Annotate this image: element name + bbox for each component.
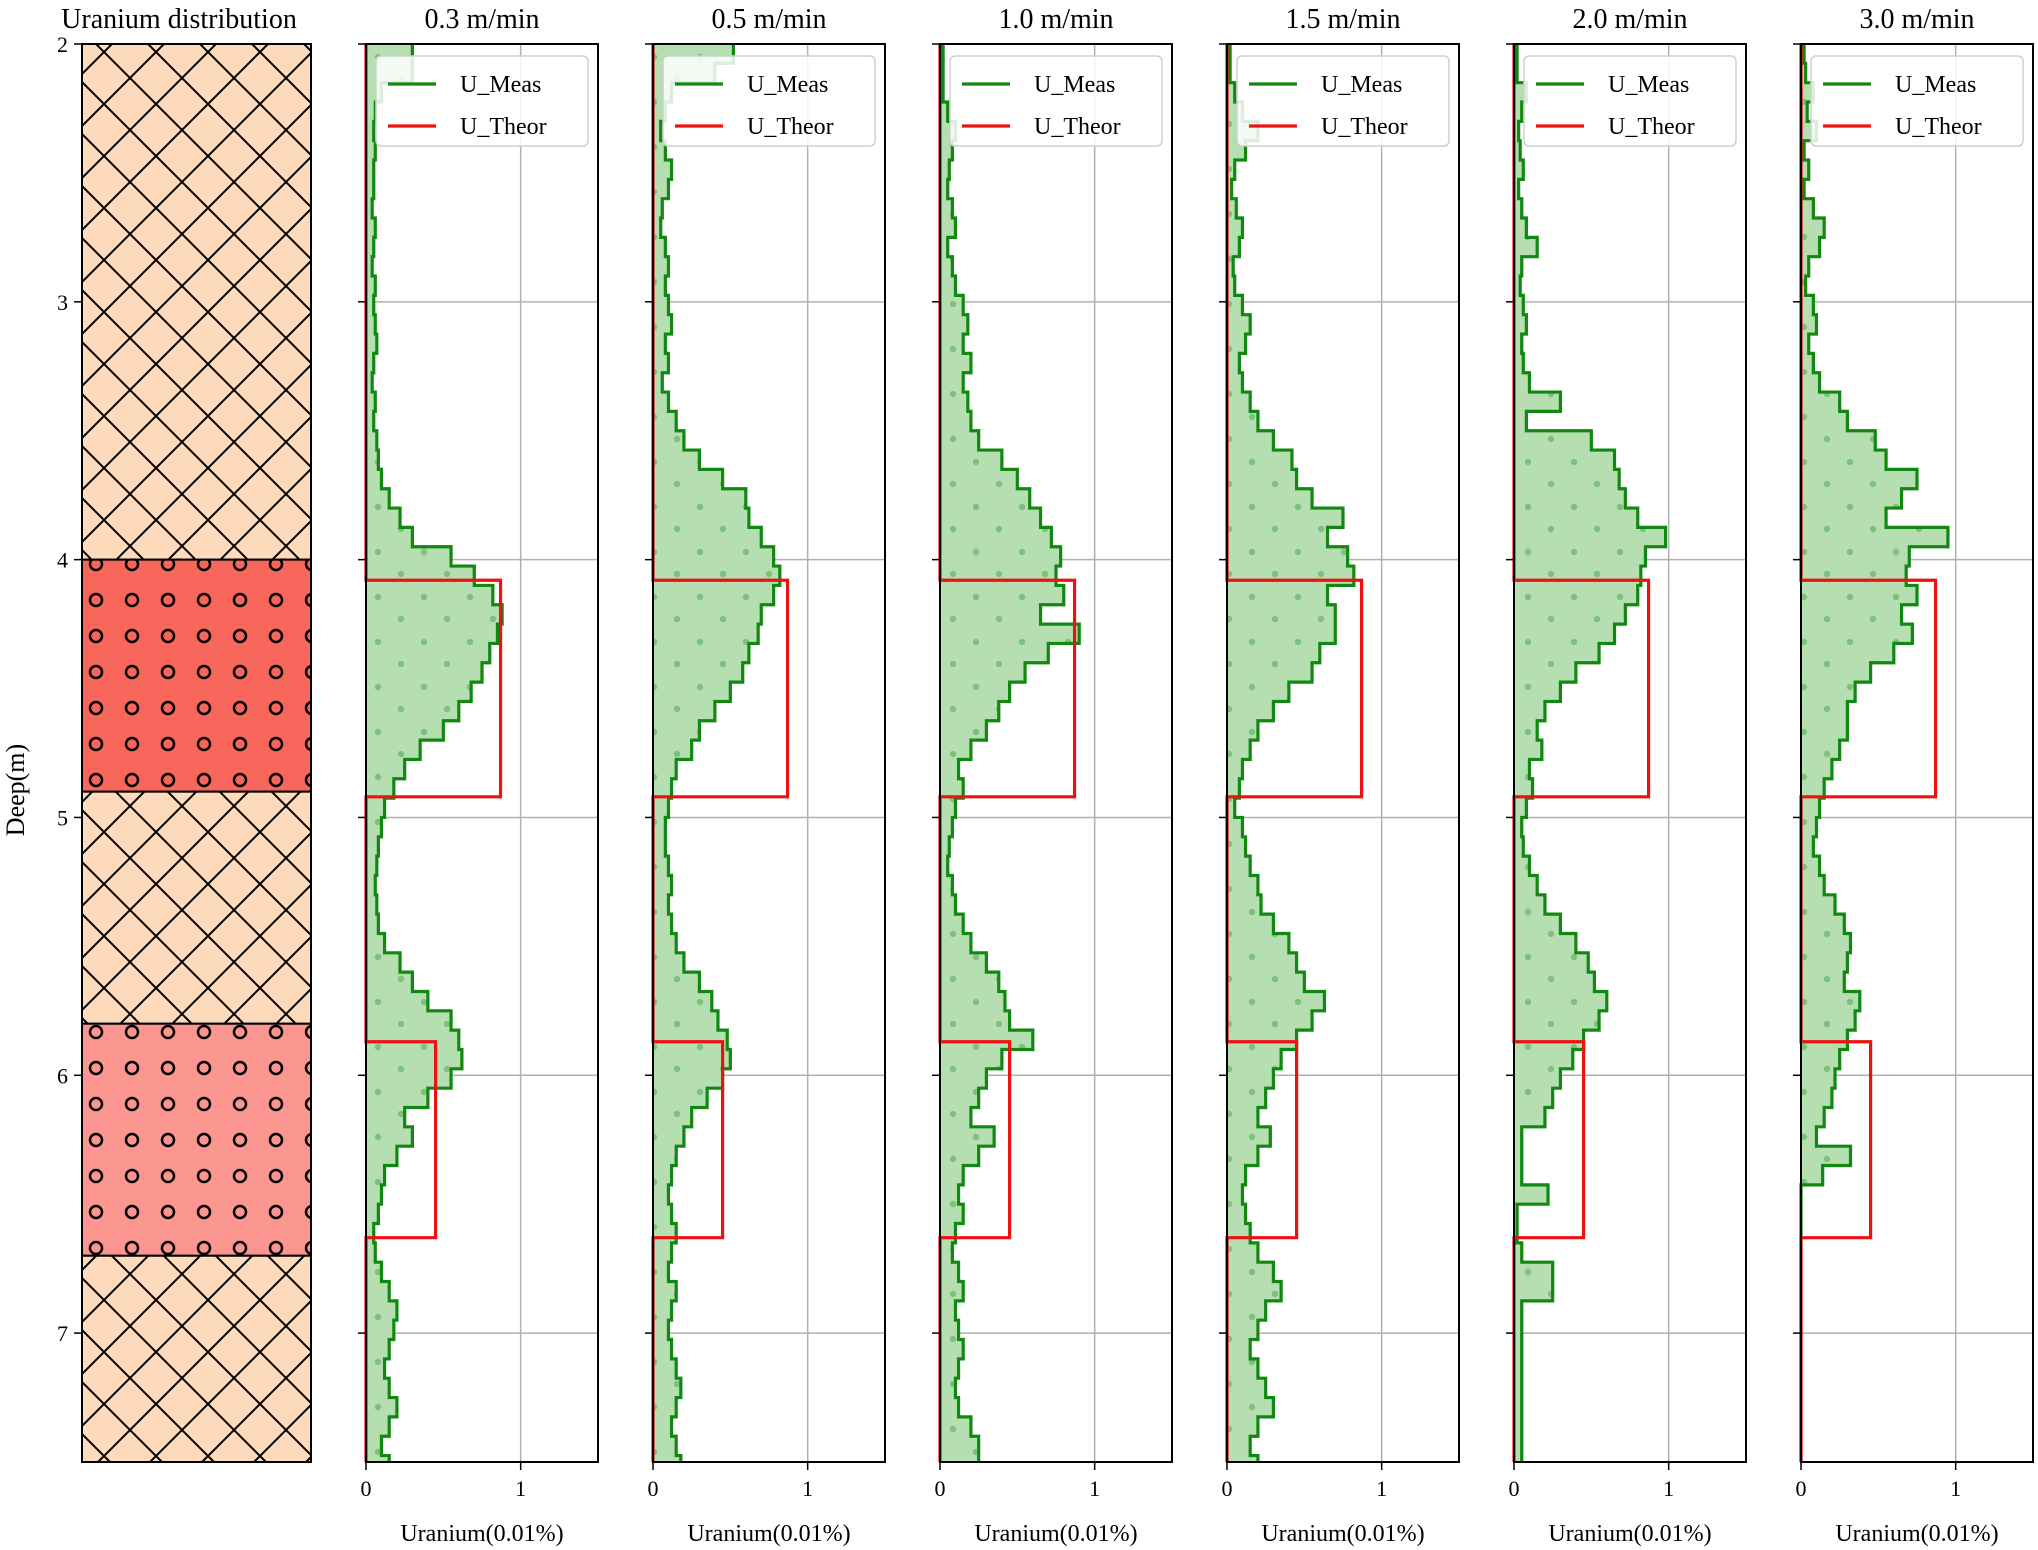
u-meas-line [1799,44,1950,1462]
panel-title: 2.0 m/min [1572,4,1687,35]
panel-title: 0.3 m/min [424,4,539,35]
legend: U_Meas U_Theor [662,55,876,147]
panel-title: 1.0 m/min [998,4,1113,35]
plot-frame [939,43,1173,1463]
legend-u-theor-label: U_Theor [1608,114,1695,140]
u-meas-line [1515,44,1668,1462]
legend-box [375,55,589,147]
legend-u-meas-label: U_Meas [1895,72,1976,98]
x-axis-label: Uranium(0.01%) [974,1521,1137,1547]
y-tick-label: 7 [57,1321,68,1346]
plot-frame [365,43,599,1463]
legend-box [1810,55,2024,147]
legend-box [1523,55,1737,147]
y-tick-label: 2 [57,32,68,57]
y-axis-label: Deep(m) [1,744,30,836]
layer-4-pattern [81,1254,312,1464]
x-tick-label: 1 [1089,1476,1100,1501]
x-tick-label: 1 [1376,1476,1387,1501]
x-axis-label: Uranium(0.01%) [400,1521,563,1547]
y-tick-label: 5 [57,805,68,830]
plot-frame [652,43,886,1463]
plot-background [940,44,1172,1462]
y-tick-label: 4 [57,548,68,573]
x-tick-label: 0 [1796,1476,1807,1501]
legend-u-theor-label: U_Theor [460,114,547,140]
legend: U_Meas U_Theor [1810,55,2024,147]
y-tick-label: 3 [57,290,68,315]
x-tick-label: 1 [1663,1476,1674,1501]
uranium-distribution-column: Uranium distribution 2 3 4 5 6 7 Deep(m) [1,4,312,1464]
panel-title: 1.5 m/min [1285,4,1400,35]
legend-u-theor-label: U_Theor [747,114,834,140]
u-meas-line [1228,44,1356,1462]
plot-background [1227,44,1459,1462]
x-tick-label: 0 [648,1476,659,1501]
column-y-ticks: 2 3 4 5 6 7 [57,32,82,1346]
legend-u-theor-label: U_Theor [1034,114,1121,140]
legend-u-meas-label: U_Meas [1608,72,1689,98]
legend-u-theor-label: U_Theor [1895,114,1982,140]
x-tick-label: 0 [1222,1476,1233,1501]
u-meas-line [370,44,504,1462]
x-tick-label: 0 [935,1476,946,1501]
plot-frame [1226,43,1460,1463]
legend-u-meas-label: U_Meas [1034,72,1115,98]
legend-u-meas-label: U_Meas [747,72,828,98]
column-layers [81,43,312,1464]
panel-title: 0.5 m/min [711,4,826,35]
legend: U_Meas U_Theor [1523,55,1737,147]
legend-box [1236,55,1450,147]
x-tick-label: 0 [1509,1476,1520,1501]
layer-0-pattern [81,43,312,561]
legend: U_Meas U_Theor [949,55,1163,147]
x-tick-label: 1 [1950,1476,1961,1501]
x-tick-label: 0 [361,1476,372,1501]
legend-box [662,55,876,147]
legend-box [949,55,1163,147]
x-tick-label: 1 [802,1476,813,1501]
legend-u-meas-label: U_Meas [1321,72,1402,98]
legend-u-meas-label: U_Meas [460,72,541,98]
x-tick-label: 1 [515,1476,526,1501]
panel-title: 3.0 m/min [1859,4,1974,35]
plot-background [1514,44,1746,1462]
layer-1-pattern [81,558,312,793]
x-axis-label: Uranium(0.01%) [1835,1521,1998,1547]
u-meas-line [941,44,1081,1462]
column-title: Uranium distribution [61,4,297,35]
x-axis-label: Uranium(0.01%) [1261,1521,1424,1547]
plot-frame [1513,43,1747,1463]
x-axis-label: Uranium(0.01%) [1548,1521,1711,1547]
y-tick-label: 6 [57,1063,68,1088]
u-meas-area-dots [1801,44,1948,1462]
layer-2-pattern [81,790,312,1025]
legend-u-theor-label: U_Theor [1321,114,1408,140]
u-meas-area-dots [366,44,503,1462]
x-axis-label: Uranium(0.01%) [687,1521,850,1547]
legend: U_Meas U_Theor [1236,55,1450,147]
layer-3-pattern [81,1022,312,1257]
legend: U_Meas U_Theor [375,55,589,147]
u-meas-area-dots [653,44,780,1462]
plot-frame [1800,43,2034,1463]
